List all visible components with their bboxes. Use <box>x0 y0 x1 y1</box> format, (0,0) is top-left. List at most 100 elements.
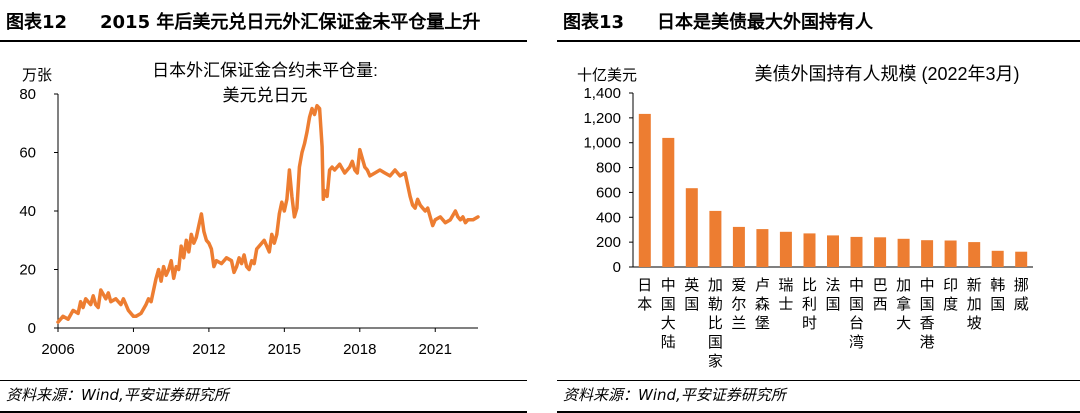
line-x-tick-label: 2015 <box>268 341 301 358</box>
bar-category-label: 韩 <box>990 277 1005 294</box>
bar-y-tick-label: 200 <box>596 234 621 251</box>
bar-category-label: 度 <box>943 296 958 313</box>
bar-category-label: 中 <box>849 277 864 294</box>
bar <box>897 238 910 267</box>
bar-chart-bars <box>638 113 1028 268</box>
bar-category-label: 加 <box>967 296 982 313</box>
bar-category-label: 瑞 <box>778 277 793 294</box>
bar-category-label: 威 <box>1014 296 1029 313</box>
bar-category-label: 国 <box>661 296 676 313</box>
bar-category-label: 挪 <box>1014 277 1029 294</box>
figure-13-title: 日本是美债最大外国持有人 <box>657 12 873 33</box>
bar-category-label: 大 <box>896 315 911 332</box>
line-chart-y-ticks: 0 20 40 60 80 <box>19 86 58 337</box>
bar-category-label: 中 <box>661 277 676 294</box>
bar-category-label: 利 <box>802 296 817 313</box>
bar-category-label: 国 <box>825 296 840 313</box>
bar <box>944 240 957 267</box>
bar-chart: 十亿美元 美债外国持有人规模 (2022年3月) 0 200 400 600 800 1,… <box>577 64 1033 370</box>
bar-category-label: 勒 <box>708 296 723 313</box>
bar <box>638 113 651 268</box>
bar-category-label: 兰 <box>731 315 746 332</box>
figure-13-label: 图表13 <box>563 12 625 33</box>
bar-category-label: 加 <box>708 277 723 294</box>
line-chart-title-line1: 日本外汇保证金合约未平仓量: <box>152 61 378 80</box>
bar-category-label: 爱 <box>731 277 746 294</box>
bar-category-label: 国 <box>708 334 723 351</box>
bar-category-label: 大 <box>661 315 676 332</box>
bar-chart-title: 美债外国持有人规模 (2022年3月) <box>754 64 1019 84</box>
bar-category-label: 台 <box>849 315 864 332</box>
bar <box>756 229 769 267</box>
bar-category-label: 法 <box>825 277 840 294</box>
bar-y-tick-label: 0 <box>613 259 621 276</box>
bar-category-label: 中 <box>920 277 935 294</box>
bar-chart-ylabel: 十亿美元 <box>577 67 637 84</box>
bar-category-label: 日 <box>637 277 652 294</box>
bar <box>685 188 698 267</box>
bar-category-label: 西 <box>873 296 888 313</box>
figure-13-panel: 图表13 日本是美债最大外国持有人 十亿美元 美债外国持有人规模 (2022年3… <box>557 0 1080 413</box>
line-x-tick-label: 2018 <box>343 341 376 358</box>
figure-13-footer: 资料来源：Wind,平安证券研究所 <box>557 380 1080 413</box>
bar <box>709 210 722 267</box>
bar-category-label: 英 <box>684 276 699 294</box>
line-series <box>56 103 480 324</box>
line-x-tick-label: 2009 <box>117 341 150 358</box>
bar-category-label: 陆 <box>661 334 676 351</box>
line-y-tick-label: 80 <box>19 86 36 103</box>
bar-category-label: 国 <box>920 296 935 313</box>
bar-category-label: 新 <box>967 277 982 294</box>
bar <box>732 226 745 267</box>
bar-y-tick-label: 1,400 <box>583 85 621 102</box>
line-y-tick-label: 0 <box>28 320 36 337</box>
bar-category-label: 国 <box>684 296 699 313</box>
bar <box>1015 251 1028 267</box>
figure-13-header: 图表13 日本是美债最大外国持有人 <box>557 0 1080 42</box>
bar-category-label: 港 <box>920 334 935 351</box>
bar <box>779 231 792 267</box>
figure-12-source: 资料来源：Wind,平安证券研究所 <box>6 386 229 404</box>
bar-category-label: 巴 <box>873 277 888 294</box>
bar-category-label: 士 <box>778 296 793 313</box>
bar-category-label: 坡 <box>967 315 982 332</box>
bar-chart-x-labels: 日本中国大陆英国加勒比国家爱尔兰卢森堡瑞士比利时法国中国台湾巴西加拿大中国香港印… <box>637 276 1028 370</box>
bar-category-label: 湾 <box>849 334 864 351</box>
bar <box>968 242 981 267</box>
bar-y-tick-label: 1,000 <box>583 135 621 152</box>
bar-y-tick-label: 800 <box>596 160 621 177</box>
bar-category-label: 香 <box>920 315 935 332</box>
line-x-tick-label: 2021 <box>419 341 452 358</box>
line-chart-axes <box>57 94 478 329</box>
line-y-tick-label: 60 <box>19 145 36 162</box>
bar <box>921 240 934 267</box>
bar-category-label: 本 <box>637 296 652 313</box>
figure-12-label: 图表12 <box>6 12 68 33</box>
bar-category-label: 比 <box>708 315 723 332</box>
bar-category-label: 家 <box>708 353 723 370</box>
figure-13-source: 资料来源：Wind,平安证券研究所 <box>563 386 786 404</box>
bar <box>827 235 839 267</box>
bar-category-label: 森 <box>755 296 770 313</box>
figure-12-footer: 资料来源：Wind,平安证券研究所 <box>0 380 527 413</box>
bar-y-tick-label: 600 <box>596 184 621 201</box>
bar-category-label: 堡 <box>755 315 770 332</box>
bar <box>803 233 816 267</box>
bar-y-tick-label: 400 <box>596 209 621 226</box>
bar-chart-y-ticks: 0 200 400 600 800 1,000 1,200 1,400 <box>583 85 633 276</box>
line-x-tick-label: 2012 <box>192 341 225 358</box>
figure-12-panel: 图表12 2015 年后美元兑日元外汇保证金未平仓量上升 万张 日本外汇保证金合… <box>0 0 527 413</box>
line-y-tick-label: 20 <box>19 262 36 279</box>
line-x-tick-label: 2006 <box>41 341 74 358</box>
bar <box>874 237 887 267</box>
bar-category-label: 印 <box>943 277 958 294</box>
bar <box>850 236 863 267</box>
bar-category-label: 尔 <box>731 296 746 313</box>
figure-12-title: 2015 年后美元兑日元外汇保证金未平仓量上升 <box>100 12 481 33</box>
bar-category-label: 卢 <box>755 277 770 294</box>
bar-y-tick-label: 1,200 <box>583 110 621 127</box>
bar-category-label: 时 <box>802 315 817 332</box>
bar <box>662 137 675 267</box>
line-chart-ylabel: 万张 <box>22 67 52 84</box>
